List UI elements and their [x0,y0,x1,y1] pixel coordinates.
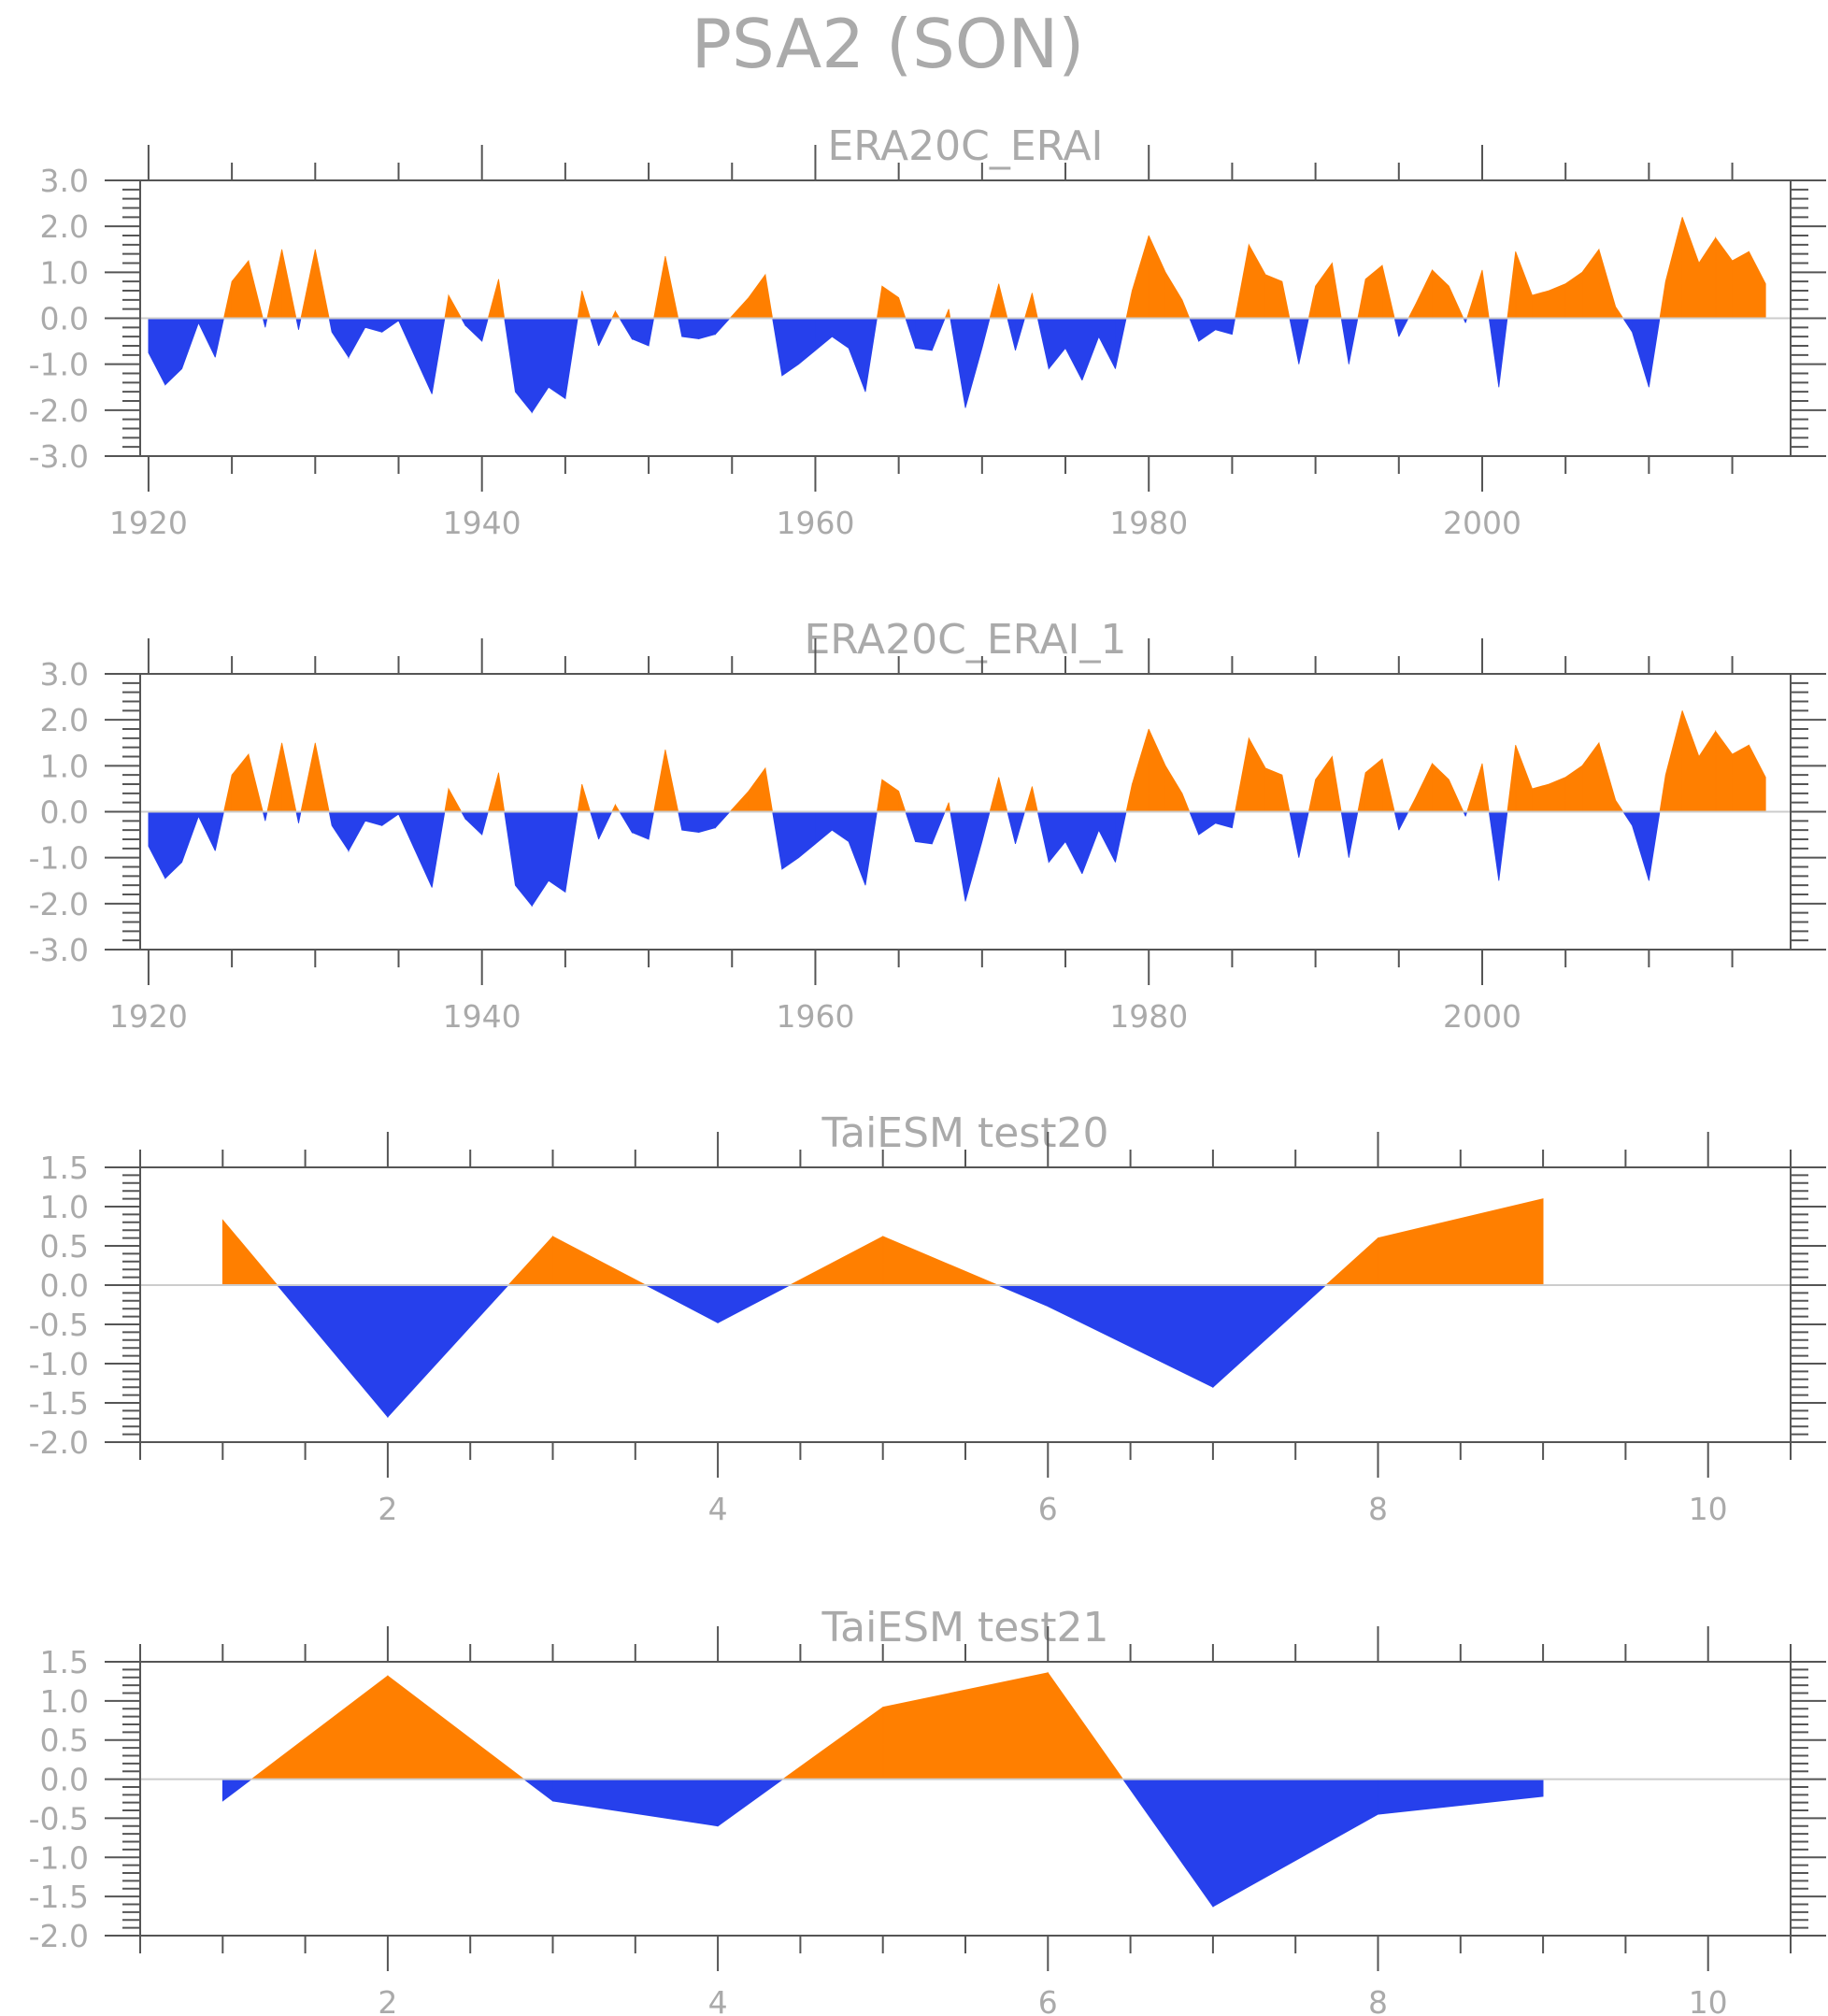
x-tick-label: 1940 [443,998,521,1035]
panels: ERA20C_ERAI 1920 1940 1960 1980 2000 3.0 2.0 1.0… [29,122,1826,2016]
positive-area [223,710,1766,812]
x-tick-label: 2000 [1443,505,1521,541]
negative-area [148,811,1661,908]
panel-2: ERA20C_ERAI_1 1920 1940 1960 1980 2000 3.0 2.0 1… [29,616,1826,1035]
x-tick-label: 2 [378,1984,397,2016]
x-tick-label: 1920 [109,998,188,1035]
x-tick-label: 8 [1368,1491,1388,1527]
positive-area [221,1198,1544,1286]
x-tick-label: 1940 [443,505,521,541]
panel-title: ERA20C_ERAI_1 [804,616,1126,664]
positive-area [223,217,1766,319]
y-tick-label: -3.0 [29,438,89,475]
x-tick-label: 1960 [776,998,854,1035]
y-tick-label: 1.5 [40,1150,89,1186]
y-tick-label: -2.0 [29,1918,89,1954]
negative-area [276,1284,1327,1419]
positive-area [250,1671,1124,1780]
y-tick-label: 0.0 [40,794,89,831]
y-tick-label: 1.0 [40,254,89,291]
y-tick-label: 3.0 [40,163,89,199]
y-tick-label: -1.0 [29,347,89,383]
y-tick-label: -3.0 [29,932,89,968]
y-tick-label: -1.5 [29,1879,89,1915]
y-tick-label: -2.0 [29,886,89,922]
x-tick-label: 1920 [109,505,188,541]
x-tick-label: 6 [1038,1491,1058,1527]
y-tick-label: -1.5 [29,1385,89,1422]
x-tick-label: 4 [708,1491,728,1527]
y-tick-label: -0.5 [29,1800,89,1837]
x-tick-label: 1980 [1109,998,1188,1035]
y-tick-label: 2.0 [40,702,89,738]
y-tick-label: 0.5 [40,1228,89,1265]
y-tick-label: 1.0 [40,748,89,784]
y-tick-label: 0.0 [40,1267,89,1304]
x-tick-label: 2000 [1443,998,1521,1035]
y-tick-label: -0.5 [29,1307,89,1343]
negative-area [148,318,1661,414]
main-title: PSA2 (SON) [692,5,1085,83]
negative-area [221,1779,1544,1909]
panel-title: TaiESM test20 [821,1109,1109,1157]
y-tick-label: 2.0 [40,208,89,245]
x-tick-label: 2 [378,1491,397,1527]
panel-title: TaiESM test21 [821,1604,1109,1651]
y-tick-label: 0.0 [40,1762,89,1798]
x-tick-label: 1980 [1109,505,1188,541]
x-tick-label: 8 [1368,1984,1388,2016]
x-tick-label: 1960 [776,505,854,541]
y-tick-label: -2.0 [29,393,89,429]
x-tick-label: 4 [708,1984,728,2016]
panel-title: ERA20C_ERAI [827,122,1103,170]
x-tick-label: 10 [1689,1491,1728,1527]
y-tick-label: 1.0 [40,1189,89,1225]
x-tick-label: 10 [1689,1984,1728,2016]
panel-1: ERA20C_ERAI 1920 1940 1960 1980 2000 3.0 2.0 1.0… [29,122,1826,541]
y-tick-label: -1.0 [29,1346,89,1382]
x-tick-label: 6 [1038,1984,1058,2016]
y-tick-label: 0.0 [40,301,89,337]
y-tick-label: 1.0 [40,1683,89,1720]
y-tick-label: -1.0 [29,1839,89,1876]
y-tick-label: -2.0 [29,1424,89,1461]
y-tick-label: 0.5 [40,1723,89,1759]
y-tick-label: 3.0 [40,656,89,693]
y-tick-label: -1.0 [29,840,89,877]
y-tick-label: 1.5 [40,1644,89,1680]
